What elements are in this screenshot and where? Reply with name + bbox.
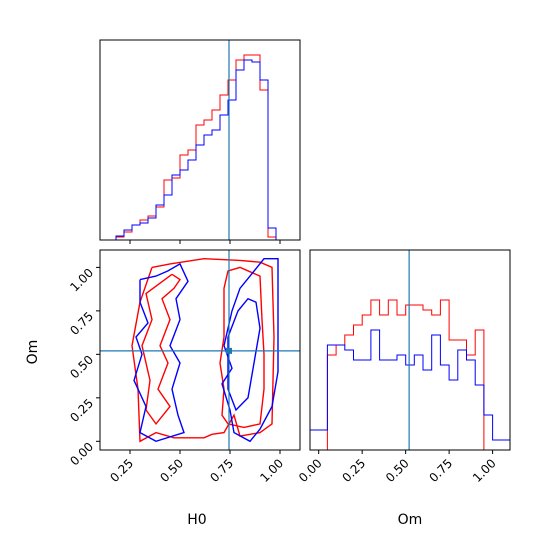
- om-marginal-tick-label: 0.25: [340, 456, 369, 485]
- h0-tick-label: 0.75: [207, 456, 236, 485]
- red-contour: [219, 266, 265, 429]
- red-histogram-series: [100, 54, 300, 241]
- om-histogram-series: [309, 299, 511, 451]
- blue-histogram-series: [309, 329, 511, 450]
- om-marginal-tick-label: 0.00: [296, 456, 325, 485]
- h0-marginal-frame: [99, 39, 301, 241]
- blue-histogram-series: [100, 59, 300, 241]
- om-marginal-tick-label: 0.50: [383, 456, 412, 485]
- blue-contour: [133, 262, 189, 443]
- om-marginal-panel: 0.00 0.25 0.50 0.75 1.00 Om: [296, 249, 511, 528]
- om-axis-label: Om: [25, 340, 41, 365]
- om-marginal-ticks: 0.00 0.25 0.50 0.75 1.00: [296, 450, 499, 485]
- om-marginal-tick-label: 1.00: [470, 456, 499, 485]
- joint-panel: 0.25 0.50 0.75 1.00 0.00 0.25 0.50 0.75 1.00 H0…: [25, 249, 301, 528]
- om-marginal-frame: [309, 249, 511, 451]
- h0-histogram-series: [100, 54, 300, 241]
- red-histogram-series: [310, 299, 510, 451]
- h0-marginal-ticks: [129, 240, 281, 244]
- red-contour: [131, 257, 275, 443]
- joint-frame: [99, 249, 301, 451]
- joint-contours: [131, 257, 279, 443]
- om-tick-label: 0.25: [67, 396, 96, 425]
- om-tick-label: 1.00: [67, 266, 96, 295]
- h0-tick-label: 0.50: [157, 456, 186, 485]
- joint-truth-marker: [226, 347, 232, 354]
- blue-contour: [221, 258, 279, 443]
- h0-axis-label: H0: [187, 512, 206, 528]
- om-tick-label: 0.50: [67, 353, 96, 382]
- om-marginal-tick-label: 0.75: [426, 456, 455, 485]
- om-tick-label: 0.00: [67, 440, 96, 469]
- om-tick-label: 0.75: [67, 309, 96, 338]
- om-marginal-axis-label: Om: [398, 512, 423, 528]
- h0-marginal-panel: [99, 39, 301, 244]
- h0-tick-label: 1.00: [257, 456, 286, 485]
- om-axis-ticks: 0.00 0.25 0.50 0.75 1.00: [67, 266, 100, 469]
- blue-contour: [227, 297, 261, 412]
- h0-tick-label: 0.25: [107, 456, 136, 485]
- red-contour: [141, 273, 181, 426]
- h0-axis-ticks: 0.25 0.50 0.75 1.00: [107, 450, 286, 485]
